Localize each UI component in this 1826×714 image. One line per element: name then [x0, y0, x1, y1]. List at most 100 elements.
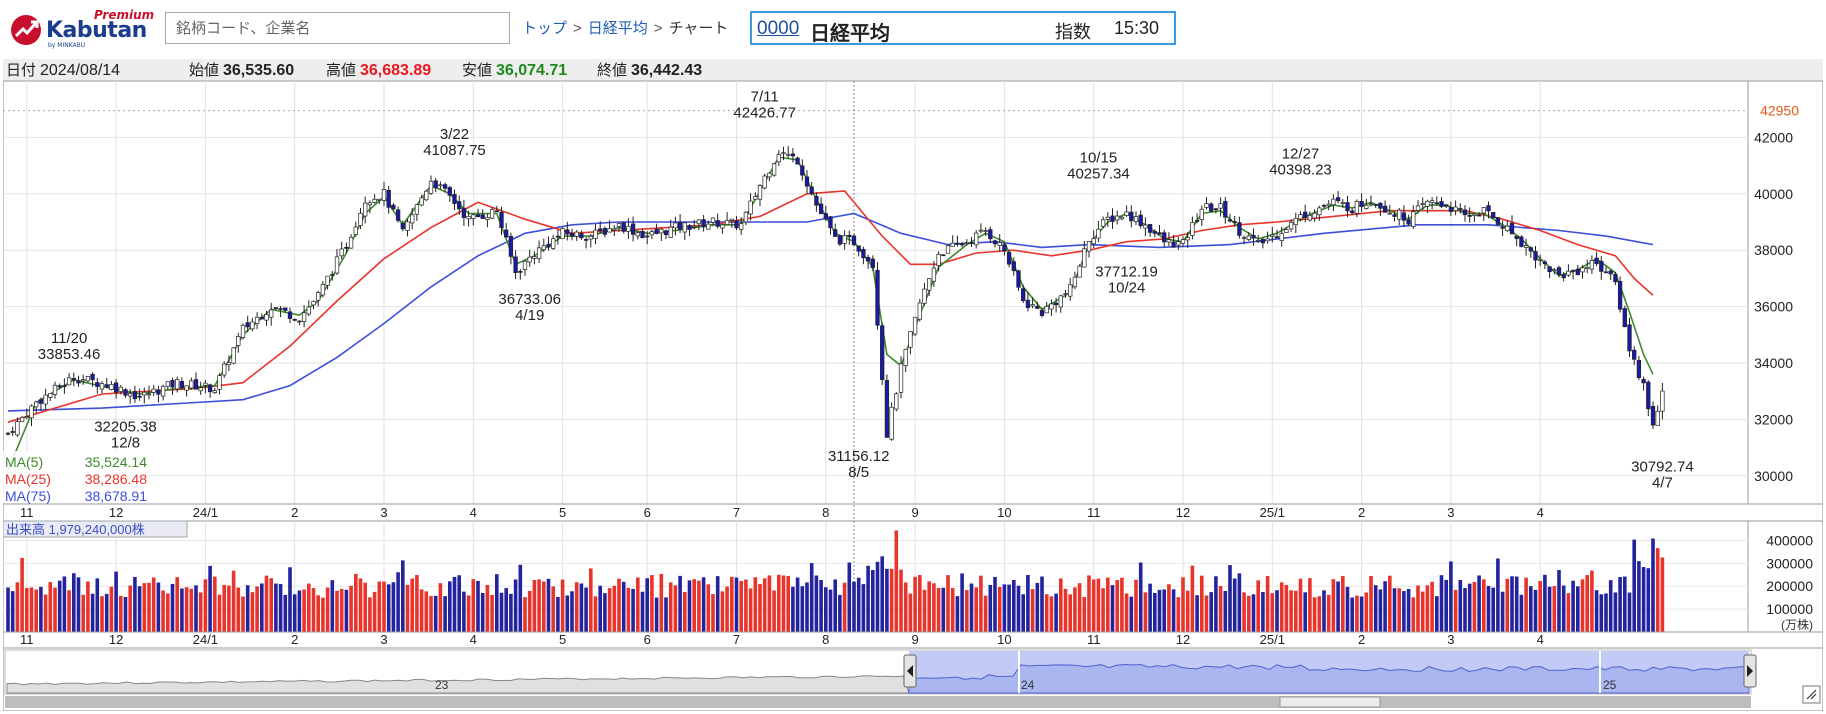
volume-bar [184, 587, 189, 632]
kabutan-logo[interactable]: Premium Kabutan by MINKABU [6, 4, 156, 50]
candle-body [917, 302, 922, 320]
candle-body [1646, 381, 1651, 410]
candle-body [668, 226, 673, 238]
candle-body [1514, 235, 1519, 239]
range-navigator[interactable]: 23 24 25 [4, 649, 1757, 695]
volume-bar [1449, 561, 1453, 632]
volume-bar [1383, 581, 1387, 632]
volume-bar [701, 577, 706, 632]
volume-bar [344, 589, 349, 632]
high-label: 高値 [326, 62, 356, 79]
x-tick-label: 11 [1087, 505, 1101, 520]
volume-bar [391, 582, 396, 632]
y-tick-label: 42000 [1754, 129, 1793, 145]
x-tick-label: 4 [470, 505, 477, 520]
volume-bar [993, 576, 997, 632]
resize-corner-icon[interactable] [1802, 685, 1821, 704]
x-tick-label: 9 [911, 505, 918, 520]
volume-bars [6, 530, 1665, 632]
candle-body [104, 384, 109, 388]
volume-bar [368, 597, 372, 632]
candle-body [1552, 269, 1557, 272]
volume-bar [363, 582, 367, 632]
open-label: 始値 [189, 62, 219, 79]
volume-bar [396, 572, 400, 632]
candle-body [1086, 240, 1092, 252]
volume-bar [302, 589, 306, 632]
candle-body [5, 432, 11, 435]
candle-body [1575, 268, 1580, 276]
volume-bar [1096, 578, 1101, 632]
volume-bar [1477, 575, 1481, 632]
candle-body [607, 228, 612, 233]
candle-body [692, 225, 697, 228]
breadcrumb-nikkei[interactable]: 日経平均 [587, 20, 648, 37]
search-input[interactable] [165, 12, 510, 44]
volume-bar [1237, 573, 1242, 632]
volume-bar [29, 587, 34, 632]
candle-body [786, 153, 791, 156]
volume-bar [504, 588, 508, 632]
stock-chart[interactable]: 日付 2024/08/14 始値 36,535.60 高値 36,683.89 … [3, 59, 1823, 711]
candle-body [301, 312, 307, 322]
candle-body [1448, 207, 1454, 212]
candle-body [880, 325, 885, 380]
volume-bar [236, 587, 241, 632]
candle-body [1580, 267, 1585, 273]
volume-bar [499, 592, 504, 632]
candle-body [1274, 236, 1280, 239]
volume-bar [1359, 596, 1364, 632]
volume-bar [424, 591, 429, 632]
volume-bar [1355, 595, 1359, 632]
volume-bar [95, 578, 100, 632]
candle-body [1472, 213, 1477, 216]
volume-bar [1054, 593, 1058, 632]
volume-bar [1392, 588, 1397, 632]
candle-body [1030, 304, 1035, 307]
scrollbar-thumb[interactable] [1279, 696, 1381, 708]
volume-bar [880, 556, 884, 632]
ticker-code[interactable]: 0000 [757, 18, 800, 39]
volume-bar [1247, 595, 1251, 632]
nav-right-handle[interactable] [1743, 654, 1757, 688]
volume-bar [1336, 581, 1340, 632]
candle-body [207, 384, 213, 393]
candle-body [527, 256, 532, 263]
candle-body [508, 235, 514, 257]
horizontal-scrollbar[interactable] [5, 696, 1751, 708]
volume-bar [1195, 595, 1199, 632]
x-tick-label: 4 [1537, 505, 1544, 520]
volume-bar [1200, 575, 1204, 632]
volume-bar [1110, 585, 1115, 632]
candle-body [1542, 261, 1548, 265]
volume-bar [86, 581, 90, 632]
volume-bar [1228, 565, 1232, 632]
volume-bar [161, 590, 165, 632]
ticker-kind: 指数 [1055, 22, 1091, 42]
candle-body [828, 216, 833, 229]
breadcrumb-top[interactable]: トップ [522, 20, 568, 37]
candle-body [367, 202, 373, 206]
volume-bar [809, 563, 814, 632]
nav-left-handle[interactable] [903, 654, 917, 688]
candle-body [287, 311, 293, 319]
close-value: 36,442.43 [631, 62, 702, 79]
volume-bar [706, 584, 711, 632]
volume-bar [842, 582, 847, 632]
price-panel: 30000 32000 34000 36000 38000 40000 42000 42950… [3, 81, 1823, 632]
candle-body [654, 228, 659, 235]
price-annotation: 4/7 [1652, 474, 1673, 491]
candle-body [1049, 303, 1054, 310]
volume-bar [81, 594, 85, 632]
volume-bar [231, 570, 236, 632]
candle-body [992, 240, 998, 245]
candle-body [452, 194, 457, 205]
volume-bar [1209, 592, 1213, 632]
candle-body [245, 322, 250, 328]
volume-bar [109, 586, 114, 632]
nav-label-25: 25 [1603, 678, 1617, 692]
volume-bar [579, 583, 584, 632]
volume-bar [274, 583, 278, 632]
volume-bar [1148, 583, 1152, 632]
volume-bar [156, 582, 161, 632]
